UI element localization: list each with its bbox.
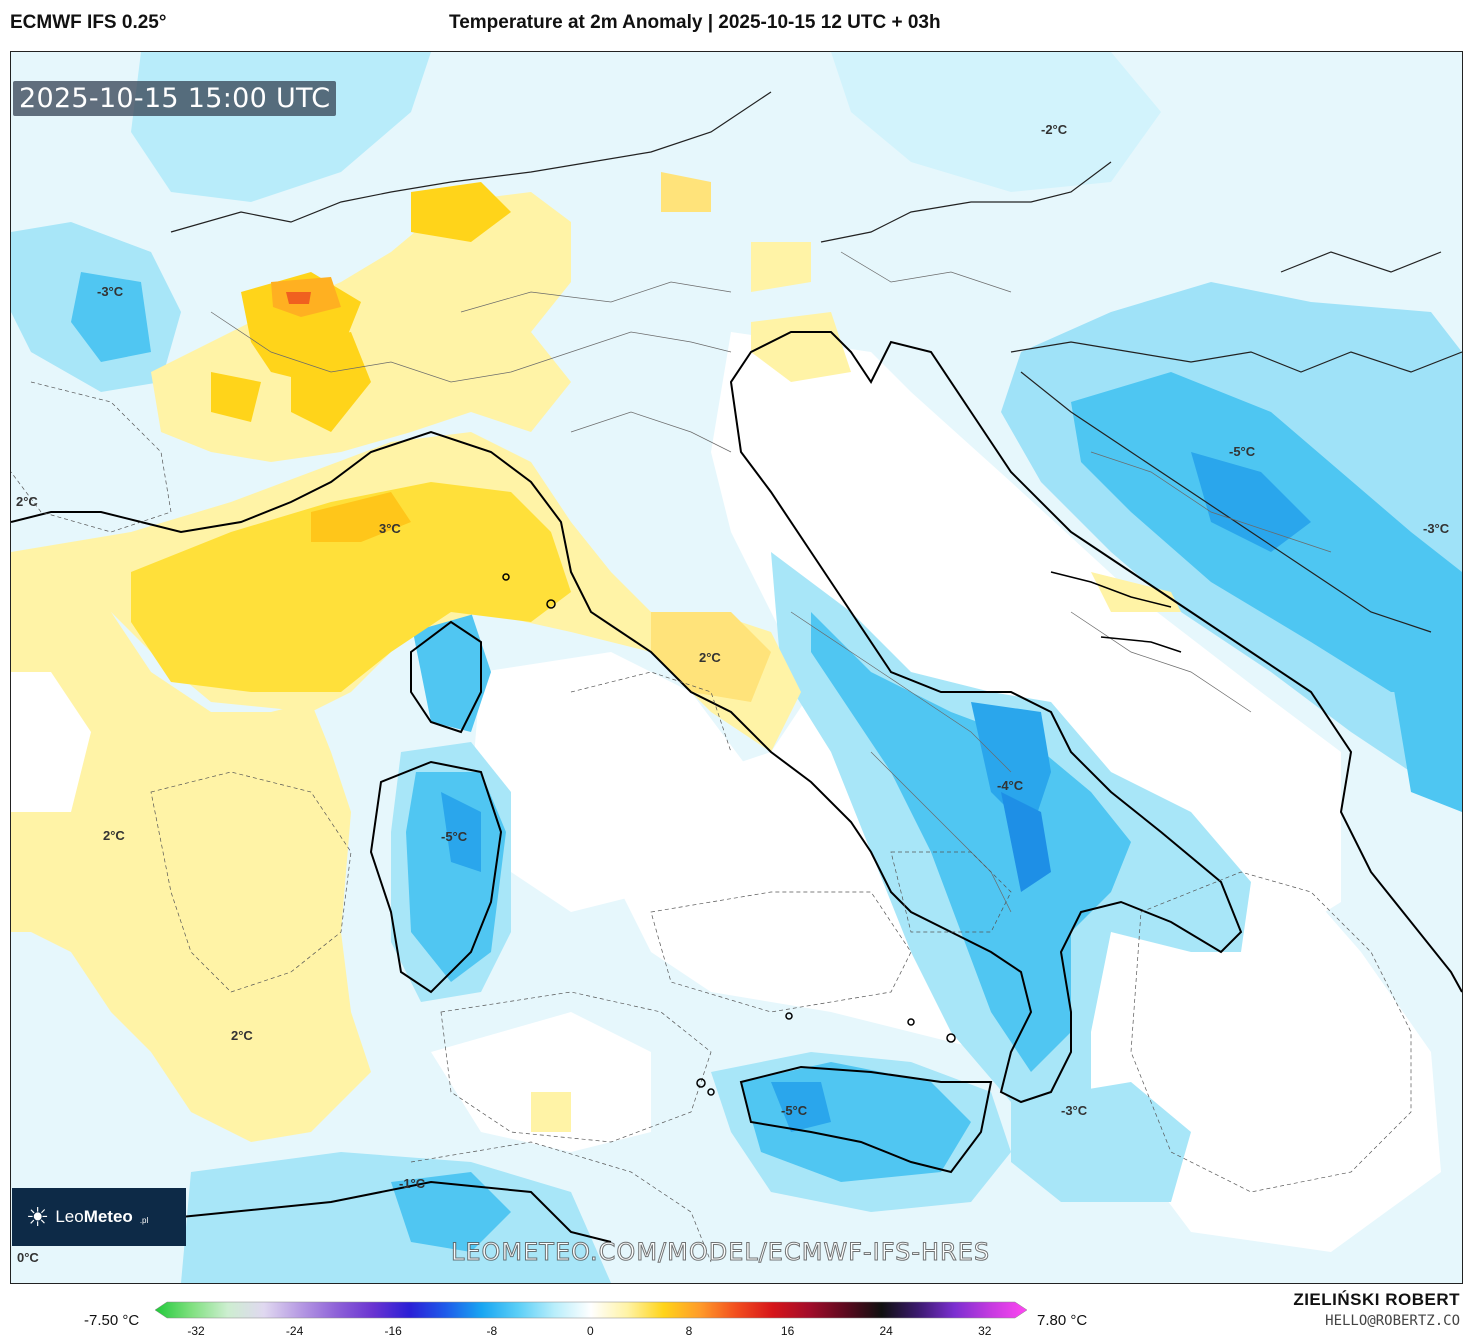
contour-label: -5°C — [1229, 444, 1256, 459]
contour-label: -5°C — [441, 829, 468, 844]
colorbar: -7.50 °C 7.80 °C -32 -24 -16 -8 0 8 16 24 32 — [0, 1284, 1470, 1338]
colorbar-tick-label: 8 — [685, 1324, 693, 1338]
colorbar-tick-label: 0 — [587, 1324, 594, 1338]
valid-time-badge: 2025-10-15 15:00 UTC — [13, 81, 337, 116]
contour-label: -3°C — [1423, 521, 1450, 536]
contour-label: 0°C — [17, 1250, 39, 1265]
contour-label: 2°C — [16, 494, 38, 509]
colorbar-tick-label: 32 — [978, 1324, 992, 1338]
colorbar-tick-label: -8 — [486, 1324, 498, 1338]
contour-label: -3°C — [1061, 1103, 1088, 1118]
anomaly-field — [11, 52, 1462, 1283]
contour-label: -4°C — [997, 778, 1024, 793]
contour-label: 2°C — [103, 828, 125, 843]
url-watermark: LEOMETEO.COM/MODEL/ECMWF-IFS-HRES — [450, 1238, 991, 1267]
colorbar-tick-label: -32 — [187, 1324, 205, 1338]
logo-tld: .pl — [139, 1215, 149, 1225]
colorbar-max-label: 7.80 °C — [1037, 1312, 1088, 1329]
chart-title: Temperature at 2m Anomaly | 2025-10-15 1… — [449, 12, 941, 33]
colorbar-tick-label: -16 — [384, 1324, 402, 1338]
model-name: ECMWF IFS 0.25° — [10, 12, 167, 33]
contour-label: 2°C — [699, 650, 721, 665]
contour-label: 3°C — [379, 521, 401, 536]
contour-label: -3°C — [97, 284, 124, 299]
author-name: ZIELIŃSKI ROBERT — [1293, 1290, 1460, 1309]
colorbar-tick-label: 24 — [879, 1324, 893, 1338]
logo-text: LeoMeteo — [55, 1207, 133, 1226]
leometeo-logo[interactable]: ☀ LeoMeteo .pl — [12, 1188, 186, 1246]
colorbar-tick-label: -24 — [285, 1324, 304, 1338]
contour-label: 2°C — [231, 1028, 253, 1043]
forecast-map[interactable]: 2025-10-15 15:00 UTC -3°C -2°C 2°C 3°C 2… — [10, 51, 1463, 1284]
sun-icon: ☀ — [26, 1201, 50, 1232]
contour-label: -5°C — [781, 1103, 808, 1118]
colorbar-min-label: -7.50 °C — [84, 1312, 140, 1329]
contour-label: -1°C — [399, 1176, 426, 1191]
colorbar-tick-label: 16 — [780, 1324, 795, 1338]
colorbar-gradient — [155, 1301, 1027, 1319]
author-email[interactable]: HELLO@ROBERTZ.CO — [1325, 1313, 1460, 1329]
contour-label: -2°C — [1041, 122, 1068, 137]
